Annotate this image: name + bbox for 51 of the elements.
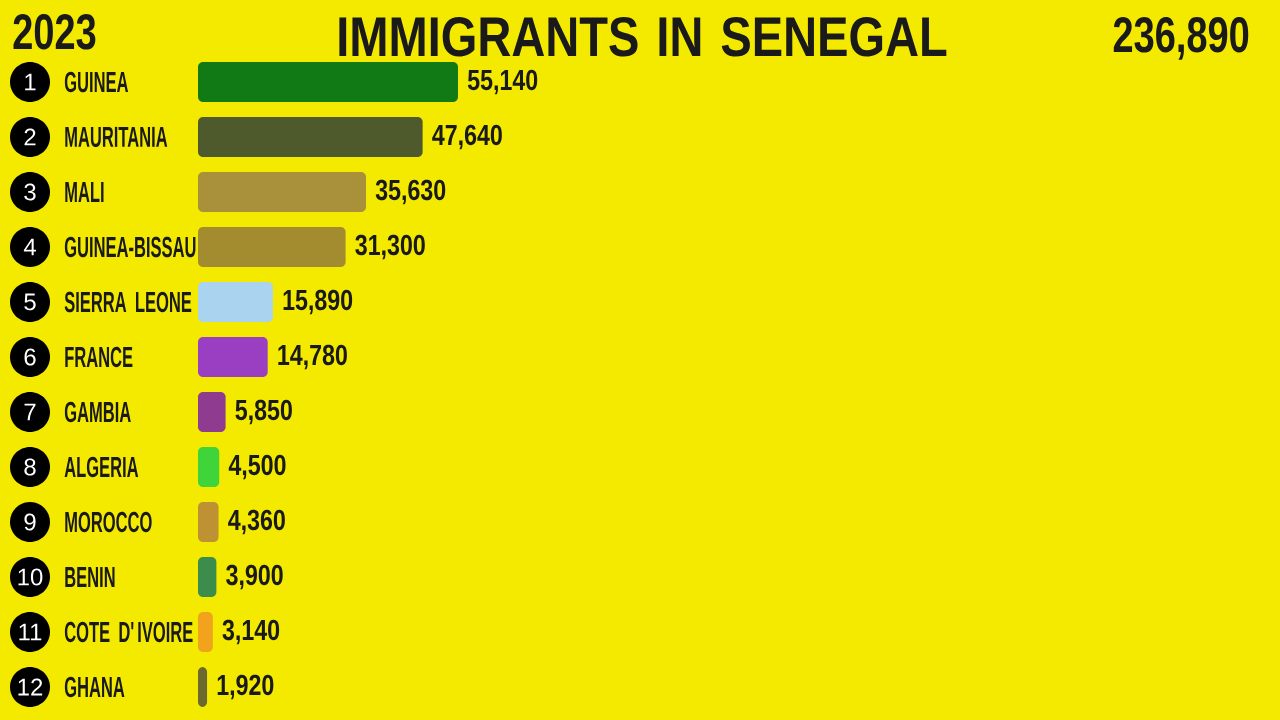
bar [198,117,423,157]
data-label: 3,140 [222,619,280,645]
y-tick-label: GAMBIA [64,401,131,423]
data-label: 47,640 [432,124,502,150]
text: 6 [24,348,36,366]
text: IMMIGRANTS IN SENEGAL [339,16,947,57]
data-label: 4,360 [228,509,285,535]
bar [198,612,213,653]
y-tick-label: COTE D'IVOIRE [64,621,193,643]
text: 7 [24,403,36,421]
y-tick-label: MALI [65,182,104,202]
y-tick-label: SIERRA LEONE [64,291,192,313]
data-label: 35,630 [375,179,446,205]
data-label: 15,890 [283,289,353,315]
bar [198,447,220,487]
text: 2 [24,128,36,146]
y-tick-label: ALGERIA [64,456,139,478]
text: 3 [24,183,36,201]
bar [198,227,346,267]
text: 8 [24,458,36,476]
y-tick-label: GHANA [64,676,125,698]
bar [198,667,208,708]
bar [198,557,217,598]
bar [198,62,458,102]
text: 12 [18,678,43,696]
y-tick-label: GUINEA-BISSAU [64,236,196,258]
bar [198,392,226,432]
data-label: 31,300 [355,234,425,260]
bar [198,282,273,322]
bar [198,172,367,212]
chart-subtitle: 2023 [13,14,96,50]
y-tick-label: MOROCCO [65,511,152,533]
data-label: 14,780 [278,344,347,370]
text: 4 [23,238,36,256]
text: 11 [19,623,42,641]
bar [198,502,219,543]
data-label: 1,920 [217,674,274,700]
data-label: 5,850 [235,399,292,425]
y-tick-label: GUINEA [64,71,129,93]
text: 236,890 [1113,17,1249,60]
bar [198,337,268,377]
y-tick-label: MAURITANIA [65,126,168,148]
data-label: 4,500 [228,454,286,480]
y-tick-label: FRANCE [65,346,133,368]
y-tick-label: BENIN [65,567,115,587]
text: 1 [25,73,36,91]
text: 10 [18,568,43,586]
data-label: 55,140 [467,69,538,95]
text: 9 [24,513,36,531]
data-label: 3,900 [226,564,283,590]
text: 5 [24,293,36,311]
